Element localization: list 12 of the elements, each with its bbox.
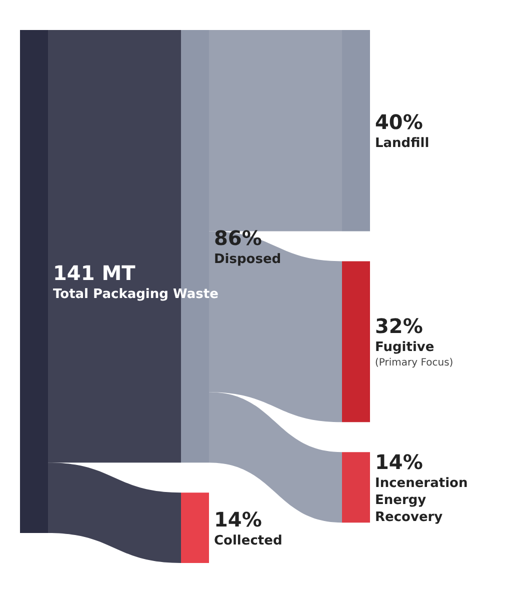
- text: 141 MT: [53, 261, 136, 285]
- data-label: 32%: [375, 314, 423, 338]
- data-label: 40%: [375, 110, 423, 134]
- data-label: 86%: [214, 226, 262, 250]
- data-label: 14%: [214, 507, 262, 532]
- category-label: Fugitive: [375, 340, 434, 356]
- category-label: Inceneration Energy Recovery: [375, 476, 468, 525]
- text: (Primary Focus): [375, 358, 454, 369]
- category-label: Collected: [214, 533, 282, 548]
- data-label: 14%: [375, 450, 423, 474]
- category-label: Disposed: [214, 252, 282, 267]
- category-label: Landfill: [375, 136, 430, 152]
